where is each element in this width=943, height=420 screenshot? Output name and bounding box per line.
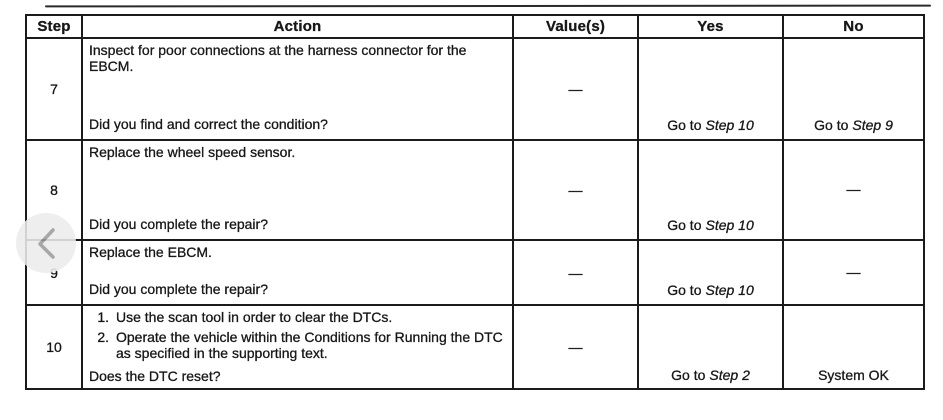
- table-row-step-8: 8 Replace the wheel speed sensor. Did yo…: [25, 139, 925, 241]
- value-cell: —: [512, 37, 639, 141]
- no-goto: Go to Step 9: [814, 117, 893, 133]
- list-item-number: 1.: [97, 309, 109, 325]
- action-cell: 1. Use the scan tool in order to clear t…: [81, 304, 514, 390]
- no-cell: —: [782, 239, 925, 306]
- yes-goto: Go to Step 10: [667, 282, 754, 298]
- action-ordered-list: 1. Use the scan tool in order to clear t…: [83, 306, 512, 362]
- action-question: Does the DTC reset?: [89, 368, 221, 384]
- action-cell: Inspect for poor connections at the harn…: [81, 37, 514, 141]
- list-item: 1. Use the scan tool in order to clear t…: [93, 309, 508, 325]
- value-dash: —: [568, 339, 583, 355]
- no-dash: —: [846, 263, 861, 280]
- header-row: Step Action Value(s) Yes No: [25, 14, 925, 39]
- yes-cell: Go to Step 2: [637, 304, 784, 390]
- no-cell: Go to Step 9: [782, 37, 925, 141]
- value-cell: —: [512, 139, 639, 241]
- list-item-number: 2.: [97, 329, 109, 346]
- col-header-values: Value(s): [512, 14, 639, 39]
- scan-artifact-line: [44, 4, 932, 8]
- col-header-step: Step: [25, 14, 83, 39]
- yes-cell: Go to Step 10: [637, 239, 784, 306]
- no-cell: System OK: [782, 304, 925, 390]
- col-header-no: No: [782, 14, 925, 39]
- table-row-step-7: 7 Inspect for poor connections at the ha…: [25, 37, 925, 141]
- value-dash: —: [568, 264, 583, 281]
- table-row-step-9: 9 Replace the EBCM. Did you complete the…: [25, 239, 925, 306]
- action-text: Replace the EBCM.: [89, 244, 212, 260]
- chevron-left-icon: [38, 228, 55, 259]
- action-text: Inspect for poor connections at the harn…: [89, 42, 467, 75]
- value-cell: —: [512, 239, 639, 306]
- yes-cell: Go to Step 10: [637, 139, 784, 241]
- list-item: 2. Operate the vehicle within the Condit…: [93, 329, 508, 362]
- table-row-step-10: 10 1. Use the scan tool in order to clea…: [25, 304, 925, 390]
- list-item-text: Use the scan tool in order to clear the …: [116, 309, 393, 325]
- action-cell: Replace the wheel speed sensor. Did you …: [81, 139, 514, 241]
- yes-goto: Go to Step 2: [671, 367, 750, 383]
- value-cell: —: [512, 304, 639, 390]
- list-item-text: Operate the vehicle within the Condition…: [116, 329, 503, 362]
- action-question: Did you find and correct the condition?: [89, 116, 328, 132]
- yes-cell: Go to Step 10: [637, 37, 784, 141]
- diagnostic-steps-table: Step Action Value(s) Yes No 7 Inspect fo…: [25, 14, 925, 390]
- action-cell: Replace the EBCM. Did you complete the r…: [81, 239, 514, 306]
- step-number-cell: 10: [25, 304, 83, 390]
- step-number-cell: 7: [25, 37, 83, 141]
- yes-goto: Go to Step 10: [667, 217, 754, 233]
- carousel-prev-button[interactable]: [16, 213, 76, 273]
- no-cell: —: [782, 139, 925, 241]
- no-result: System OK: [818, 367, 889, 383]
- action-text: Replace the wheel speed sensor.: [89, 144, 296, 160]
- action-question: Did you complete the repair?: [89, 216, 268, 232]
- col-header-action: Action: [81, 14, 514, 39]
- action-question: Did you complete the repair?: [89, 281, 268, 297]
- value-dash: —: [568, 182, 583, 198]
- no-dash: —: [846, 181, 861, 197]
- value-dash: —: [568, 81, 583, 97]
- yes-goto: Go to Step 10: [667, 117, 754, 133]
- col-header-yes: Yes: [637, 14, 784, 39]
